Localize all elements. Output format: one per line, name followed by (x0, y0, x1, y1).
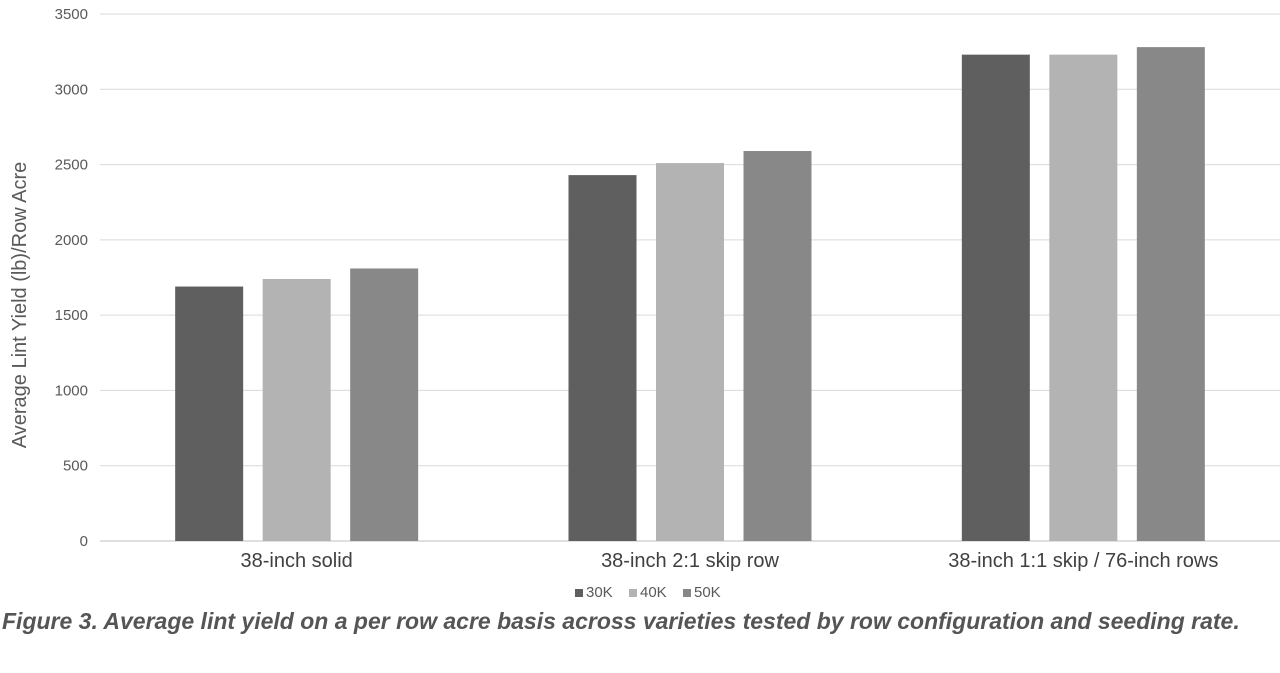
bar-40k-2 (1049, 54, 1118, 541)
bar-30k-2 (961, 54, 1030, 541)
legend-label-50k: 50K (694, 584, 721, 601)
bar-50k-1 (743, 151, 812, 541)
bar-50k-2 (1136, 47, 1205, 542)
bar-30k-0 (175, 286, 244, 541)
y-axis-ticks: 0 500 1000 1500 2000 2500 3000 3500 (55, 6, 88, 550)
legend-swatch-40k (629, 589, 637, 597)
y-tick-label: 1500 (55, 307, 88, 324)
bar-chart: 0 500 1000 1500 2000 2500 3000 3500 38-inch sol… (9, 6, 1280, 601)
y-axis-title: Average Lint Yield (lb)/Row Acre (9, 162, 31, 448)
legend-swatch-50k (683, 589, 691, 597)
y-tick-label: 0 (80, 533, 88, 550)
legend-label-40k: 40K (640, 584, 667, 601)
legend-swatch-30k (575, 589, 583, 597)
bar-30k-1 (568, 175, 637, 541)
x-axis-categories: 38-inch solid 38-inch 2:1 skip row 38-inch… (241, 550, 1219, 572)
x-category-label: 38-inch 2:1 skip row (601, 550, 779, 572)
bars (175, 47, 1205, 542)
y-tick-label: 3500 (55, 6, 88, 23)
y-tick-label: 2500 (55, 157, 88, 174)
bar-40k-0 (262, 279, 331, 541)
bar-40k-1 (656, 163, 724, 541)
y-tick-label: 500 (63, 458, 88, 475)
y-tick-label: 2000 (55, 232, 88, 249)
y-tick-label: 3000 (55, 81, 88, 98)
x-category-label: 38-inch 1:1 skip / 76-inch rows (948, 550, 1218, 572)
legend: 30K 40K 50K (575, 584, 721, 601)
y-tick-label: 1000 (55, 382, 88, 399)
figure-caption: Figure 3. Average lint yield on a per ro… (2, 608, 1240, 634)
x-category-label: 38-inch solid (241, 550, 353, 572)
legend-label-30k: 30K (586, 584, 613, 601)
bar-50k-0 (350, 268, 419, 541)
